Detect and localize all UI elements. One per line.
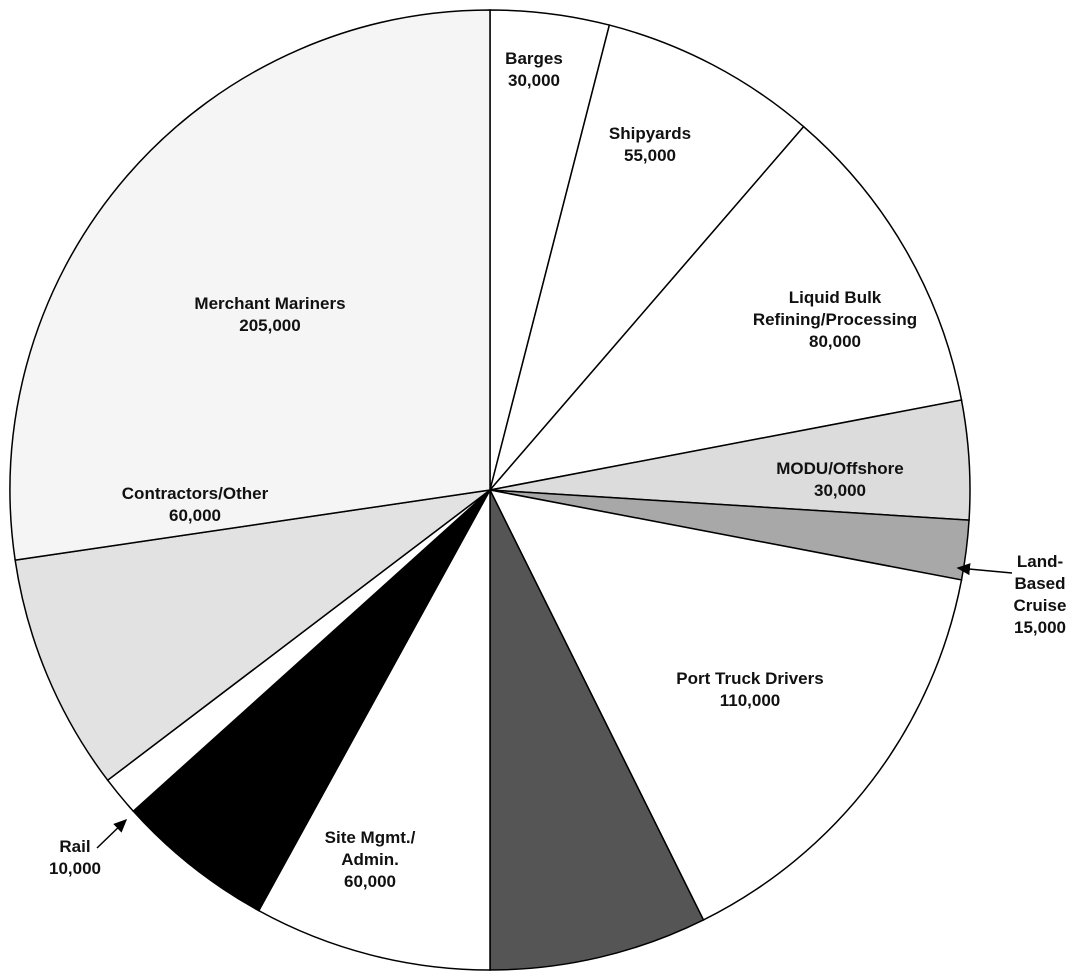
- value-label: 110,000: [719, 691, 781, 710]
- value-label: 205,000: [239, 316, 301, 335]
- slice-label: Liquid Bulk Refining/Processing 80,000: [730, 287, 940, 353]
- slice-label: Shipyards 55,000: [595, 123, 705, 167]
- category-label: Shipyards: [608, 124, 692, 143]
- value-label: 55,000: [624, 146, 676, 165]
- category-label: Rail: [59, 837, 91, 856]
- value-label: 15,000: [1014, 618, 1066, 637]
- value-label: 30,000: [814, 481, 866, 500]
- pie-slice: [489, 489, 705, 971]
- value-label: 60,000: [169, 506, 221, 525]
- slice-label: Site Mgmt./ Admin. 60,000: [315, 827, 425, 893]
- pie-slice: [14, 489, 491, 782]
- cruise-arrow: [956, 563, 1013, 576]
- slice-label: Port Truck Drivers 110,000: [650, 668, 850, 712]
- slice-label: Rail 10,000: [35, 836, 115, 880]
- category-label: Port Truck Drivers: [676, 669, 824, 688]
- slice-label: Contractors/Other 60,000: [95, 483, 295, 527]
- category-label: Merchant Mariners: [194, 294, 346, 313]
- value-label: 30,000: [508, 71, 560, 90]
- category-label: MODU/Offshore: [776, 459, 904, 478]
- slice-label: Merchant Mariners 205,000: [155, 293, 385, 337]
- category-label: Liquid Bulk Refining/Processing: [752, 288, 918, 329]
- pie-slice: [488, 488, 963, 921]
- category-label: Land-Based Cruise: [1013, 552, 1067, 615]
- pie-slice: [132, 489, 491, 912]
- category-label: Barges: [505, 49, 563, 68]
- category-label: Contractors/Other: [121, 484, 269, 503]
- value-label: 10,000: [49, 859, 101, 878]
- slice-label: MODU/Offshore 30,000: [755, 458, 925, 502]
- slice-label: Barges 30,000: [489, 48, 579, 92]
- pie-slice: [9, 9, 491, 561]
- pie-slice: [257, 489, 491, 971]
- category-label: Site Mgmt./ Admin.: [324, 828, 416, 869]
- value-label: 80,000: [809, 332, 861, 351]
- slice-label: Land-Based Cruise 15,000: [1005, 551, 1075, 639]
- pie-slice: [488, 125, 963, 492]
- value-label: 60,000: [344, 872, 396, 891]
- pie-slice: [489, 24, 805, 491]
- rail-arrow: [96, 818, 128, 849]
